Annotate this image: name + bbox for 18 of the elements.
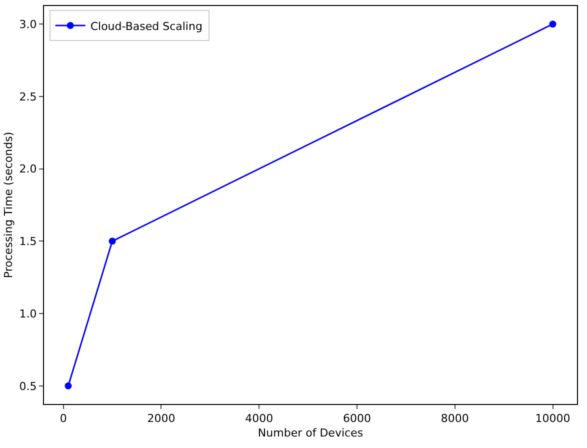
y-tick-label: 1.0: [19, 307, 37, 320]
x-tick-label: 0: [60, 412, 67, 426]
x-tick-label: 6000: [343, 412, 371, 426]
legend-label: Cloud-Based Scaling: [90, 20, 202, 33]
point: [64, 382, 72, 390]
x-tick-label: 8000: [440, 412, 469, 426]
x-axis-title: Number of Devices: [258, 426, 364, 440]
y-tick-label: 2.0: [19, 162, 37, 176]
y-axis-title: Processing Time (seconds): [2, 132, 15, 278]
y-tick-label: 1.5: [19, 235, 37, 248]
x-tick-label: 2000: [147, 412, 176, 426]
point: [549, 20, 556, 28]
x-tick-label: 10000: [535, 412, 570, 426]
point: [108, 238, 116, 245]
y-tick-label: 3.0: [19, 18, 37, 31]
y-tick-label: 2.5: [19, 90, 37, 104]
y-tick-label: 0.5: [19, 380, 37, 393]
x-tick-label: 4000: [245, 412, 274, 426]
